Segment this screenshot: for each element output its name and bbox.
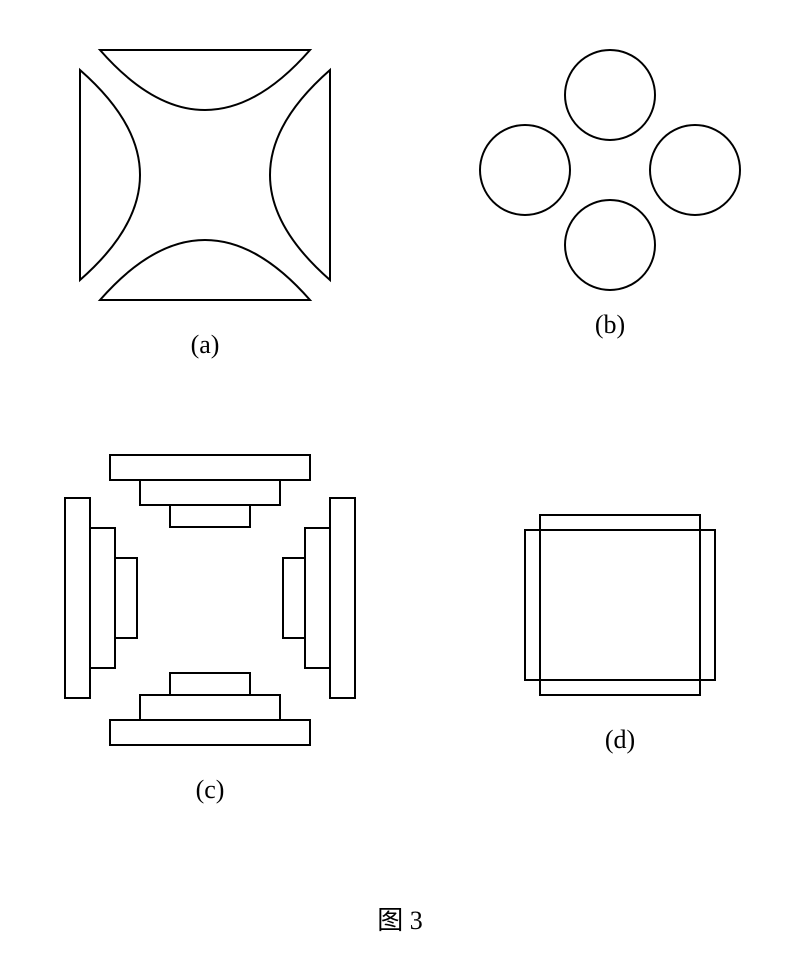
panel-d-svg — [505, 495, 735, 715]
panel-b-svg — [470, 40, 750, 300]
panel-c-svg — [45, 435, 375, 765]
figure-caption: 图 3 — [377, 900, 423, 937]
panel-c-label: (c) — [45, 775, 375, 805]
panel-c: (c) — [45, 435, 375, 805]
panel-d-label: (d) — [505, 725, 735, 755]
panel-d: (d) — [505, 495, 735, 755]
panel-a-svg — [60, 30, 350, 320]
panel-a-label: (a) — [60, 330, 350, 360]
panel-b: (b) — [470, 40, 750, 340]
panel-a: (a) — [60, 30, 350, 360]
panel-b-label: (b) — [470, 310, 750, 340]
